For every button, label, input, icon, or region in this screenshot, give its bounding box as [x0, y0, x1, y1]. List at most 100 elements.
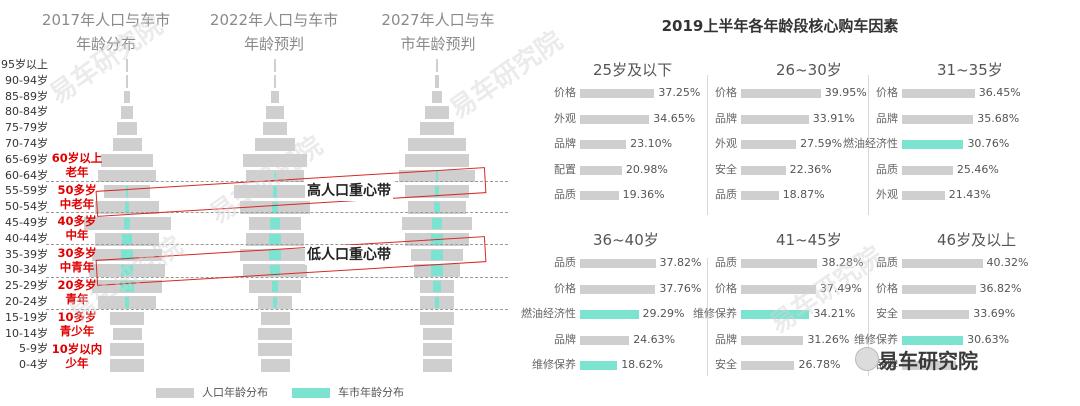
factor-label: 外观	[554, 111, 576, 125]
logo-text: 易车研究院	[878, 349, 978, 373]
age-label: 85-89岁	[5, 89, 48, 103]
age-group-annotation: 10多岁 青少年	[48, 310, 106, 338]
divider-1	[707, 75, 708, 215]
population-bar	[422, 327, 452, 341]
age-group-title: 36~40岁	[593, 231, 659, 249]
population-bar	[425, 106, 449, 120]
factor-value: 34.65%	[653, 111, 696, 125]
factor-label: 品牌	[715, 332, 737, 346]
factor-bar	[741, 165, 786, 175]
car-market-bar	[268, 249, 282, 261]
factor-bar	[580, 284, 656, 294]
car-market-bar	[122, 233, 132, 245]
population-bar	[434, 74, 440, 88]
car-market-bar	[273, 297, 277, 308]
factor-chart-title: 2019上半年各年龄段核心购车因素	[661, 17, 899, 35]
factor-label: 品质	[876, 162, 898, 176]
factor-value: 25.46%	[956, 162, 999, 176]
age-label: 60-64岁	[5, 168, 48, 182]
annotation-line: 中年	[65, 228, 89, 242]
age-group-annotation: 40多岁 中年	[48, 214, 106, 242]
annotation-line: 30多岁	[57, 246, 97, 260]
factor-value: 26.78%	[798, 358, 841, 371]
divider-2	[868, 75, 869, 215]
factor-label: 品质	[876, 256, 898, 269]
factor-bar	[741, 284, 816, 294]
car-market-bar	[125, 202, 129, 213]
car-market-bar	[433, 202, 441, 213]
population-bar	[112, 138, 142, 151]
car-market-bar	[270, 265, 280, 277]
annotation-line: 青年	[65, 292, 89, 306]
factor-bar	[902, 191, 945, 200]
population-bar	[109, 311, 145, 325]
car-market-bar	[120, 265, 134, 277]
dash-line-4	[46, 277, 508, 278]
factor-value: 20.98%	[625, 162, 668, 176]
age-group-title: 31~35岁	[937, 61, 1003, 79]
factor-label: 价格	[876, 281, 898, 295]
factor-value: 18.62%	[621, 358, 664, 371]
divider-3	[707, 258, 708, 376]
factor-label: 品质	[715, 256, 737, 269]
factor-label: 维修保养	[693, 307, 737, 320]
population-bar	[124, 90, 130, 104]
age-group-annotation: 60岁以上 老年	[48, 151, 106, 179]
factor-label: 配置	[554, 162, 576, 176]
factor-bar	[741, 114, 809, 124]
factor-label: 品牌	[554, 137, 576, 150]
factor-value: 21.43%	[948, 188, 991, 201]
factor-value: 29.29%	[642, 307, 685, 320]
population-bar	[260, 359, 290, 372]
age-group-title: 25岁及以下	[593, 61, 673, 79]
factor-bar	[580, 165, 622, 175]
low-band-label: 低人口重心带	[305, 245, 393, 265]
annotation-line: 40多岁	[57, 214, 97, 228]
factor-bar	[741, 335, 804, 345]
factor-value: 24.63%	[633, 332, 676, 346]
factor-label: 维修保养	[854, 332, 898, 346]
age-group-title: 41~45岁	[776, 231, 842, 249]
annotation-line: 50多岁	[57, 183, 97, 197]
factor-value: 37.82%	[659, 256, 702, 269]
factor-value: 36.82%	[979, 281, 1022, 295]
population-bar	[436, 59, 438, 72]
factor-bar	[741, 310, 810, 319]
age-label: 90-94岁	[5, 73, 48, 87]
car-market-bar	[123, 218, 131, 229]
population-bar	[109, 359, 145, 372]
factor-bar	[741, 89, 821, 98]
annotation-line: 中青年	[59, 260, 95, 274]
car-market-bar	[119, 281, 135, 292]
pyramid-title-2017: 2017年人口与车市 年龄分布	[41, 11, 171, 53]
age-label: 15-19岁	[5, 310, 48, 324]
factor-bar	[580, 310, 639, 319]
population-bar	[121, 106, 133, 120]
population-bar	[257, 327, 293, 341]
factor-bar	[902, 335, 964, 345]
age-label: 65-69岁	[5, 152, 48, 166]
factor-value: 37.76%	[659, 281, 702, 295]
car-market-bar	[269, 233, 281, 245]
car-market-bar	[436, 170, 438, 182]
population-bar	[266, 106, 284, 120]
age-group-title: 46岁及以上	[937, 231, 1017, 249]
population-bar	[419, 311, 455, 325]
factor-label: 品牌	[876, 111, 898, 125]
pyramid-title-2022: 2022年人口与车市 年龄预判	[209, 11, 339, 53]
factor-bar	[580, 114, 650, 124]
car-market-bar	[274, 170, 276, 182]
age-label: 45-49岁	[5, 216, 48, 229]
age-label: 35-39岁	[5, 247, 48, 261]
annotation-line: 中老年	[59, 197, 95, 211]
age-label: 30-34岁	[5, 263, 48, 277]
car-market-bar	[271, 202, 279, 213]
age-label: 55-59岁	[5, 184, 48, 198]
population-bar	[263, 122, 287, 135]
age-label: 95岁以上	[1, 58, 48, 71]
factor-value: 37.49%	[819, 281, 862, 295]
age-label: 0-4岁	[19, 358, 48, 372]
factor-label: 燃油经济性	[843, 137, 898, 150]
age-group-annotation: 50多岁 中老年	[48, 183, 106, 211]
age-label: 50-54岁	[5, 200, 48, 214]
